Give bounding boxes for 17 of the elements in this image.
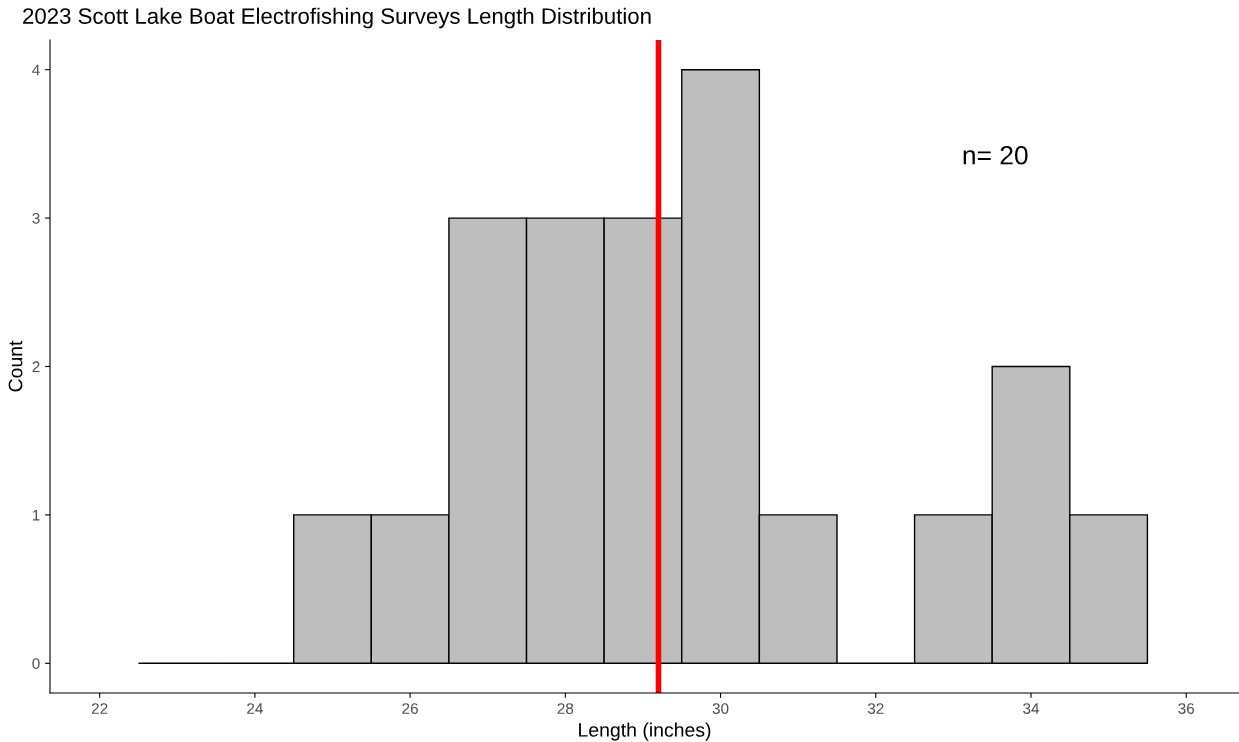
x-tick-label: 30 <box>712 703 729 714</box>
y-tick-label: 1 <box>32 509 40 521</box>
annotation: n= 20 <box>963 145 1028 165</box>
x-tick-label: 26 <box>402 703 418 714</box>
x-tick-label: 34 <box>1023 703 1040 714</box>
x-tick-label: 22 <box>91 703 108 714</box>
y-tick-label: 3 <box>32 212 40 224</box>
y-axis-title: Count <box>8 340 23 392</box>
y-tick-label: 2 <box>32 361 40 373</box>
y-tick-label: 4 <box>32 64 40 76</box>
x-axis-title: Length (inches) <box>579 722 711 741</box>
x-tick-label: 24 <box>247 703 263 714</box>
x-tick-label: 28 <box>557 703 574 714</box>
x-tick-label: 32 <box>867 703 884 714</box>
chart-title: 2023 Scott Lake Boat Electrofishing Surveys Length Distribution <box>23 7 651 29</box>
y-tick-label: 0 <box>32 658 40 669</box>
x-tick-label: 36 <box>1178 703 1195 714</box>
